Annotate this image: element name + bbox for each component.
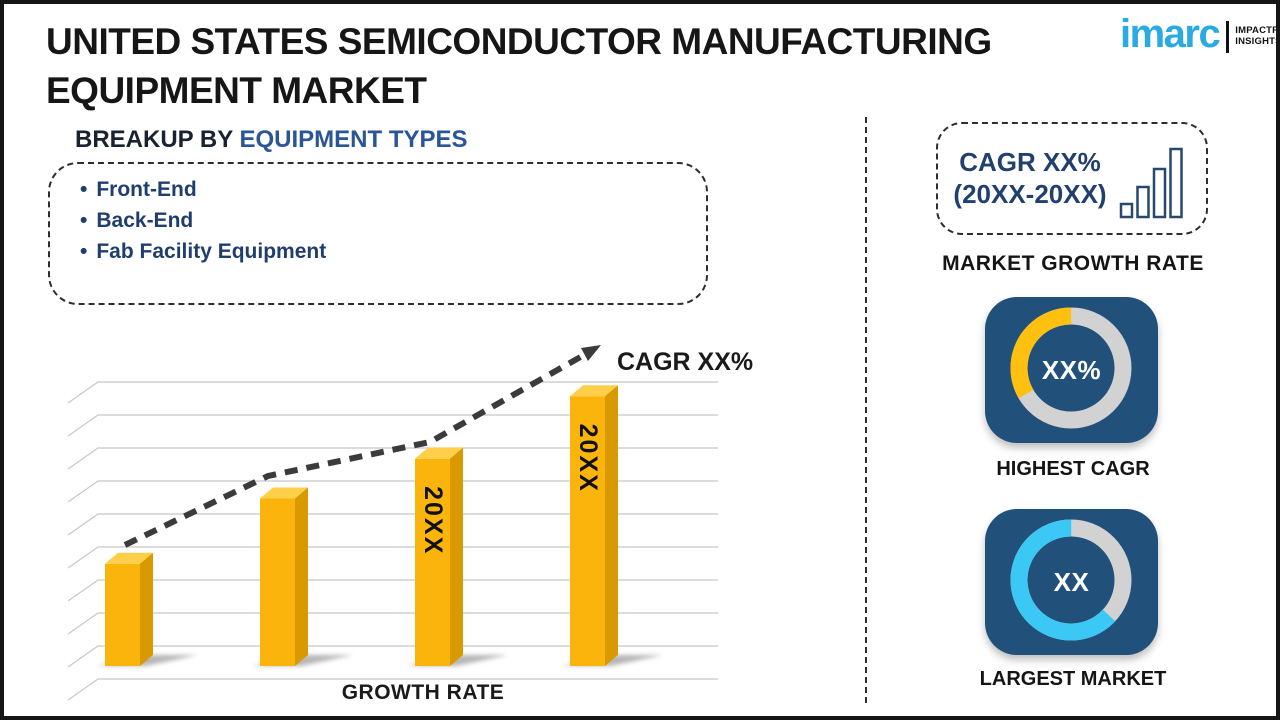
bullet-icon: •	[80, 209, 88, 232]
list-item: • Back-End	[80, 205, 706, 236]
gridline	[67, 645, 718, 668]
equipment-types-box: • Front-End • Back-End • Fab Facility Eq…	[48, 162, 708, 305]
donut-ring-icon	[1010, 307, 1132, 429]
bar-year-label: 20XX	[574, 424, 602, 493]
page-title-line1: UNITED STATES SEMICONDUCTOR MANUFACTURIN…	[46, 21, 992, 62]
gridline	[67, 480, 718, 503]
section-divider	[865, 117, 867, 703]
bar-side-face	[450, 447, 463, 666]
logo-tagline-line2: INSIGHTS	[1235, 36, 1280, 47]
bar	[570, 396, 605, 666]
imarc-logo: imarc IMPACTFUL INSIGHTS	[1120, 10, 1280, 58]
bar-side-face	[140, 552, 153, 666]
bar-chart-icon	[1119, 147, 1183, 218]
breakup-heading-highlight: EQUIPMENT TYPES	[239, 126, 468, 153]
page-title: UNITED STATES SEMICONDUCTOR MANUFACTURIN…	[46, 18, 1026, 116]
bullet-icon: •	[80, 178, 88, 201]
donut-ring-icon	[1010, 519, 1132, 641]
market-growth-rate-box: CAGR XX% (20XX-20XX)	[936, 122, 1208, 235]
bar-top-face	[570, 385, 618, 397]
imarc-logo-wordmark: imarc	[1120, 12, 1221, 56]
cagr-value-text: CAGR XX% (20XX-20XX)	[953, 147, 1106, 210]
largest-market-value: XX	[1053, 566, 1090, 597]
bar-side-face	[295, 487, 308, 666]
highest-cagr-caption: HIGHEST CAGR	[996, 458, 1150, 480]
gridline	[67, 546, 718, 569]
page-title-line2: EQUIPMENT MARKET	[46, 69, 427, 111]
bar-year-label: 20XX	[419, 486, 447, 555]
logo-tagline: IMPACTFUL INSIGHTS	[1235, 25, 1280, 48]
gridline	[67, 381, 718, 404]
bar-top-face	[260, 487, 308, 499]
bullet-icon: •	[80, 240, 88, 263]
list-item: • Fab Facility Equipment	[80, 236, 706, 267]
cagr-value-line2: (20XX-20XX)	[953, 178, 1107, 209]
cagr-value-line1: CAGR XX%	[959, 146, 1101, 177]
gridline	[67, 414, 718, 437]
gridline	[67, 513, 718, 536]
logo-tagline-line1: IMPACTFUL	[1235, 25, 1280, 37]
gridline	[67, 579, 718, 602]
market-growth-rate-caption: MARKET GROWTH RATE	[942, 252, 1204, 275]
list-item-label: Front-End	[96, 178, 197, 201]
bar-top-face	[105, 552, 153, 564]
bar	[105, 563, 140, 666]
arrow-up-icon	[581, 345, 601, 361]
highest-cagr-card: XX%	[985, 297, 1158, 443]
largest-market-card: XX	[985, 509, 1158, 655]
logo-divider-bar	[1226, 21, 1230, 53]
list-item-label: Back-End	[96, 209, 194, 232]
gridline	[67, 612, 718, 635]
list-item-label: Fab Facility Equipment	[96, 240, 327, 263]
breakup-heading-prefix: BREAKUP BY	[75, 126, 240, 153]
highest-cagr-value: XX%	[1041, 354, 1102, 385]
chart-x-axis-label: GROWTH RATE	[342, 681, 505, 704]
bar-side-face	[605, 385, 618, 666]
bar	[415, 458, 450, 666]
equipment-types-list: • Front-End • Back-End • Fab Facility Eq…	[80, 174, 706, 267]
bar	[260, 498, 295, 666]
gridline	[67, 678, 718, 701]
list-item: • Front-End	[80, 174, 706, 205]
breakup-heading: BREAKUP BY EQUIPMENT TYPES	[75, 126, 468, 154]
largest-market-caption: LARGEST MARKET	[979, 668, 1167, 690]
cagr-trend-line	[123, 352, 586, 548]
bar-top-face	[415, 447, 463, 459]
gridline	[67, 447, 718, 470]
cagr-trend-label: CAGR XX%	[617, 348, 753, 376]
growth-rate-bar-chart: 20XX 20XX CAGR XX% GROWTH RATE	[67, 345, 753, 704]
